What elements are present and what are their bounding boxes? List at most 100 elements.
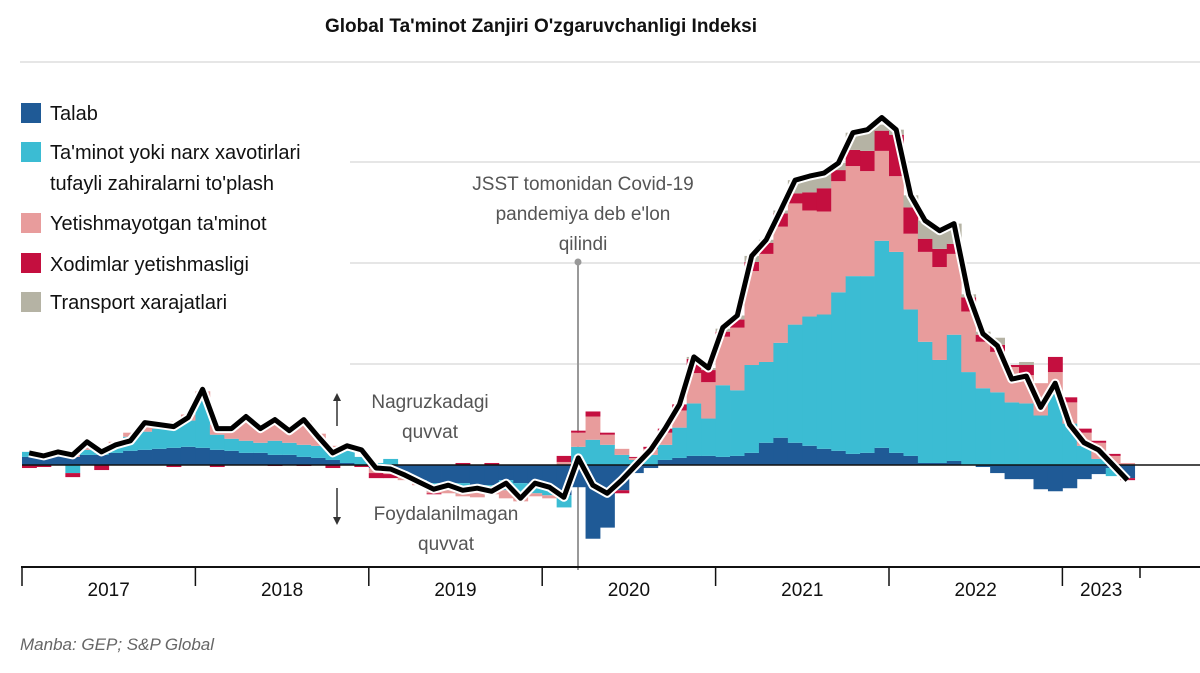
bar-demand xyxy=(238,452,254,465)
chart-title: Global Ta'minot Zanjiri O'zgaruvchanligi… xyxy=(325,16,757,37)
bar-staff xyxy=(1091,440,1107,443)
bar-staff xyxy=(730,319,745,328)
bar-staff xyxy=(831,170,847,182)
bar-shortages xyxy=(903,233,919,310)
bar-transport xyxy=(1019,361,1034,366)
bar-demand xyxy=(253,452,269,465)
bar-stockpiling xyxy=(137,431,153,450)
bar-stockpiling xyxy=(773,342,789,438)
bar-shortages xyxy=(802,210,818,317)
bar-stockpiling xyxy=(296,444,312,457)
bar-stockpiling xyxy=(1091,458,1107,465)
bar-stockpiling xyxy=(701,418,716,456)
bar-shortages xyxy=(469,491,485,498)
bar-demand xyxy=(224,450,240,465)
bar-demand xyxy=(441,465,456,486)
bar-stockpiling xyxy=(354,456,370,465)
bar-staff xyxy=(325,465,341,469)
bar-shortages xyxy=(917,251,933,342)
legend-label-stockpiling-line2: tufayli zahiralarni to'plash xyxy=(50,173,274,195)
bar-demand xyxy=(672,457,688,465)
bar-shortages xyxy=(758,253,774,362)
bar-demand xyxy=(758,442,774,465)
bar-stockpiling xyxy=(383,458,399,465)
bar-staff xyxy=(209,465,225,468)
bar-stockpiling xyxy=(961,372,977,465)
bar-demand xyxy=(455,465,471,484)
bar-stockpiling xyxy=(1076,445,1092,465)
bar-demand xyxy=(1047,465,1063,492)
bar-stockpiling xyxy=(874,240,890,448)
bar-stockpiling xyxy=(224,438,240,451)
bar-demand xyxy=(831,450,847,465)
bar-staff xyxy=(758,242,774,254)
bar-shortages xyxy=(701,382,716,419)
bar-stockpiling xyxy=(802,316,818,446)
x-tick-label: 2018 xyxy=(261,580,303,601)
legend: Talab Ta'minot yoki narx xavotirlari tuf… xyxy=(21,103,301,314)
bar-stockpiling xyxy=(1033,415,1049,465)
bar-shortages xyxy=(441,490,456,494)
bar-shortages xyxy=(527,493,543,497)
x-tick-label: 2022 xyxy=(955,580,997,601)
bar-stockpiling xyxy=(238,440,254,453)
up-arrowhead-icon xyxy=(333,393,341,401)
bar-staff xyxy=(22,465,37,469)
bar-demand xyxy=(730,455,745,465)
stacked-bars xyxy=(22,124,1136,539)
bar-shortages xyxy=(787,203,803,325)
x-tick-label: 2019 xyxy=(434,580,476,601)
bar-demand xyxy=(903,455,919,465)
bar-stockpiling xyxy=(152,428,167,449)
bar-demand xyxy=(889,452,904,465)
bar-demand xyxy=(932,462,948,465)
bar-demand xyxy=(195,447,211,465)
bar-stockpiling xyxy=(600,444,615,465)
bar-demand xyxy=(917,462,933,465)
bar-stockpiling xyxy=(657,444,673,460)
down-arrowhead-icon xyxy=(333,517,341,525)
covid-label-line1: JSST tomonidan Covid-19 xyxy=(472,174,693,195)
bar-stockpiling xyxy=(946,334,962,461)
bar-demand xyxy=(325,459,341,465)
bar-staff xyxy=(1047,356,1063,373)
bar-stockpiling xyxy=(686,403,702,456)
x-axis: 2017 2018 2019 2020 2021 2022 2023 xyxy=(21,566,1200,601)
x-tick-label: 2017 xyxy=(88,580,130,601)
bar-demand xyxy=(166,447,182,465)
bar-staff xyxy=(484,462,500,465)
bar-staff xyxy=(932,248,948,268)
x-tick-label: 2023 xyxy=(1080,580,1122,601)
index-line-path xyxy=(28,115,1130,501)
bar-demand xyxy=(773,437,789,465)
bar-staff xyxy=(426,493,442,495)
bar-stockpiling xyxy=(730,390,745,456)
legend-label-transport: Transport xarajatlari xyxy=(50,292,227,314)
bar-shortages xyxy=(946,253,962,335)
bar-shortages xyxy=(744,271,760,366)
bar-staff xyxy=(874,130,890,151)
bar-shortages xyxy=(1120,462,1136,465)
bar-demand xyxy=(802,445,818,465)
bar-demand xyxy=(22,456,37,465)
bar-staff xyxy=(65,473,81,478)
capacity-annotation: Nagruzkadagi quvvat Foydalanilmagan quvv… xyxy=(333,392,518,555)
bar-stockpiling xyxy=(267,440,283,455)
bar-staff xyxy=(845,149,861,167)
bar-stockpiling xyxy=(339,450,355,463)
bar-demand xyxy=(845,453,861,465)
bar-demand xyxy=(1019,465,1034,480)
bar-demand xyxy=(426,465,442,484)
bar-shortages xyxy=(845,166,861,277)
bar-staff xyxy=(614,490,630,494)
covid-label-line2: pandemiya deb e'lon xyxy=(496,204,671,225)
bar-demand xyxy=(643,465,659,469)
bar-stockpiling xyxy=(889,251,904,453)
bar-demand xyxy=(469,465,485,486)
bar-demand xyxy=(209,449,225,465)
bar-stockpiling xyxy=(816,314,832,449)
bar-staff xyxy=(556,455,572,462)
bar-stockpiling xyxy=(758,361,774,443)
bar-stockpiling xyxy=(845,276,861,454)
